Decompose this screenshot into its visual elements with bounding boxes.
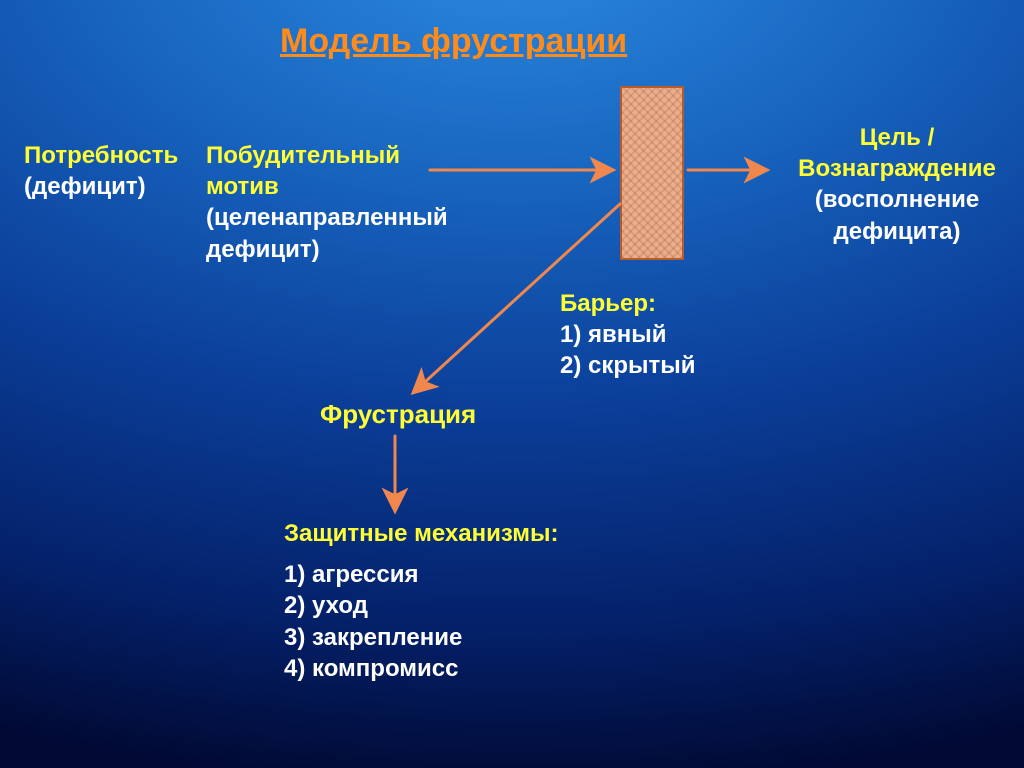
barrier-i2: 2) скрытый bbox=[560, 350, 696, 381]
defense-i3: 3) закрепление bbox=[284, 622, 558, 653]
defense-i4: 4) компромисс bbox=[284, 653, 558, 684]
need-sub: (дефицит) bbox=[24, 171, 178, 202]
node-need: Потребность (дефицит) bbox=[24, 140, 178, 202]
goal-sub2: дефицита) bbox=[770, 216, 1024, 247]
goal-sub: (восполнение bbox=[770, 184, 1024, 215]
motive-title: Побудительный bbox=[206, 140, 448, 171]
need-title: Потребность bbox=[24, 140, 178, 171]
slide-stage: Модель фрустрации Потребность (дефицит) … bbox=[0, 0, 1024, 768]
defense-i1: 1) агрессия bbox=[284, 559, 558, 590]
node-goal: Цель / Вознаграждение (восполнение дефиц… bbox=[770, 122, 1024, 247]
defense-i2: 2) уход bbox=[284, 590, 558, 621]
barrier-shape bbox=[620, 86, 684, 260]
motive-title2: мотив bbox=[206, 171, 448, 202]
barrier-i1: 1) явный bbox=[560, 319, 696, 350]
node-motive: Побудительный мотив (целенаправленный де… bbox=[206, 140, 448, 265]
node-defense: Защитные механизмы: 1) агрессия 2) уход … bbox=[284, 518, 558, 684]
goal-title2: Вознаграждение bbox=[770, 153, 1024, 184]
node-frustration: Фрустрация bbox=[320, 398, 476, 432]
node-barrier-text: Барьер: 1) явный 2) скрытый bbox=[560, 288, 696, 382]
goal-title: Цель / bbox=[770, 122, 1024, 153]
defense-title: Защитные механизмы: bbox=[284, 518, 558, 549]
motive-sub: (целенаправленный bbox=[206, 202, 448, 233]
slide-title: Модель фрустрации bbox=[280, 22, 627, 61]
motive-sub2: дефицит) bbox=[206, 234, 448, 265]
barrier-title: Барьер: bbox=[560, 288, 696, 319]
